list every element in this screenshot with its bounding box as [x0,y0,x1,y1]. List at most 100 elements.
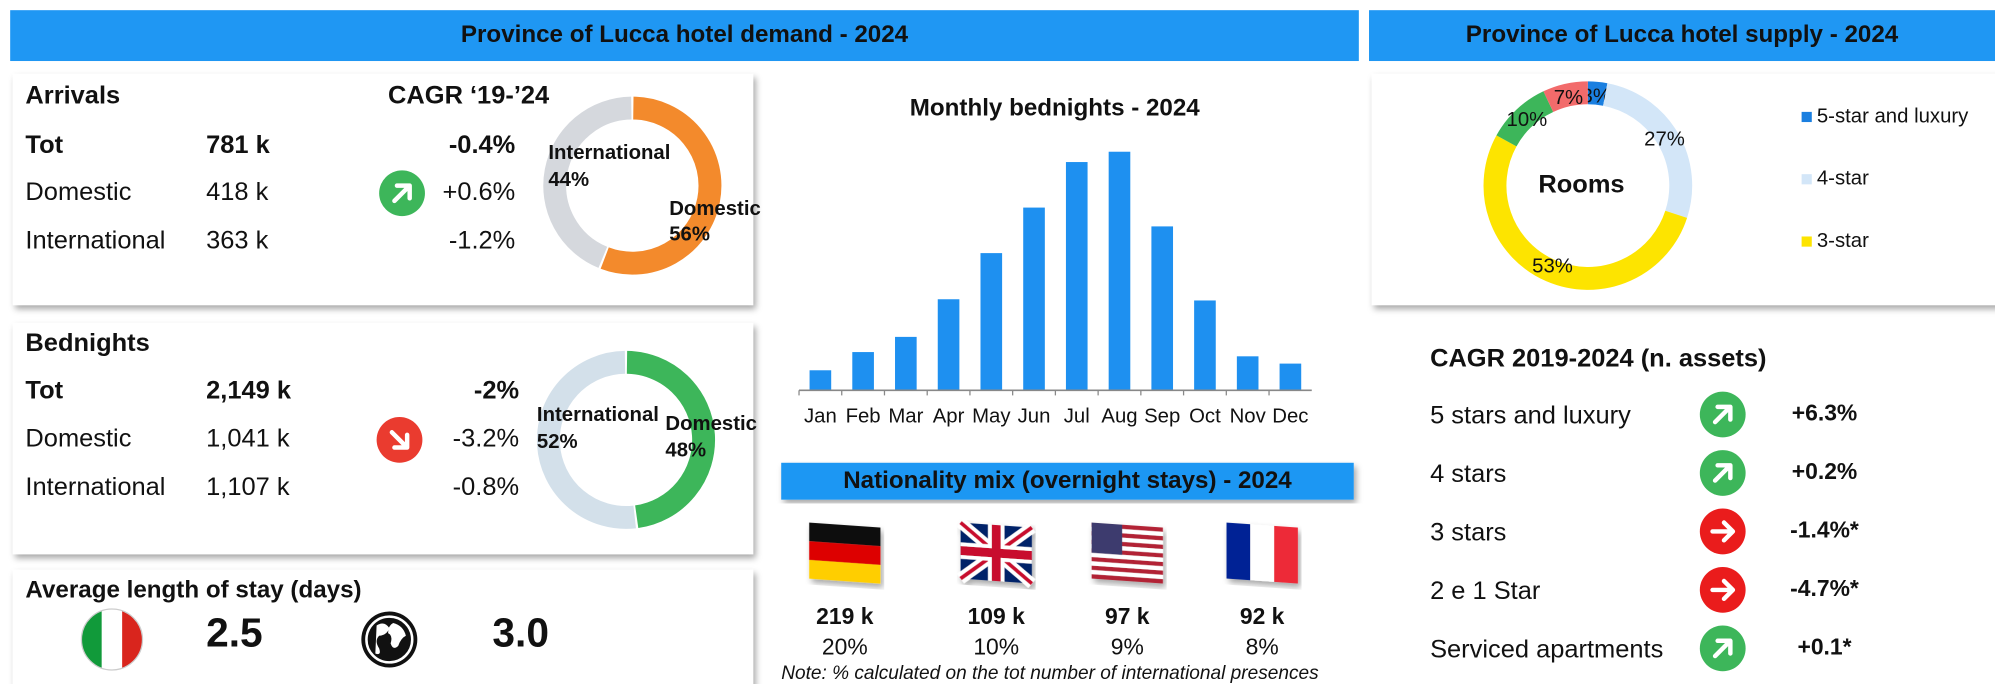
flag [957,518,1036,588]
bar [852,352,874,391]
donut-center-label: Rooms [1538,170,1624,198]
row-cagr: -0.4% [449,131,515,159]
row-label: Domestic [25,425,131,453]
x-tick-label: Jul [1064,405,1090,427]
nationality-value: 92 k [1240,603,1285,629]
row-cagr: +0.2% [1792,458,1858,484]
note: Note: % calculated on the tot number of … [781,663,1319,684]
bar [1194,300,1216,391]
flag-germany [809,522,881,547]
nationality-share: 8% [1246,633,1279,659]
row-label: Domestic [25,178,131,206]
row-cagr: -2% [474,376,519,404]
donut-value-label: 53% [1532,256,1573,278]
donut-label: Domestic [669,198,761,220]
row-value: 363 k [206,226,269,254]
donut-segment [1496,91,1554,147]
x-tick-label: Jun [1018,405,1051,427]
row-label: 3 stars [1430,519,1506,547]
donut-segment [536,350,636,529]
header-bar [1369,10,1995,62]
trend-arrow [392,183,412,204]
flag-france [1226,522,1251,581]
flag-usa [1091,557,1163,567]
flag [809,522,881,584]
donut-segment [1543,81,1589,113]
donut-value-label: 7% [1554,87,1583,109]
bar [1023,207,1045,391]
row-value: 1,107 k [206,473,290,501]
donut-segment [1483,135,1688,290]
donut-label: International [537,404,659,426]
bar [895,336,917,391]
nationality-value: 219 k [816,603,874,629]
x-tick-label: Nov [1230,405,1267,427]
legend-swatch [1801,174,1812,185]
row-value: 418 k [206,178,269,206]
donut-value-label: 10% [1507,109,1548,131]
bar [1236,356,1259,391]
x-tick-label: May [972,405,1011,427]
x-tick-label: Feb [846,405,881,427]
legend-label: 4-star [1817,168,1869,190]
row-label: Tot [25,376,63,404]
flag-italy-ring [80,608,144,671]
flag-usa [1091,552,1163,562]
row-cagr: +0.6% [442,178,515,206]
flag-italy [122,608,143,671]
flag-germany [809,559,881,584]
flag-usa [1091,561,1163,571]
panel-title: Bednights [25,329,149,357]
section-bar [781,462,1354,500]
row-cagr: -1.2% [449,226,515,254]
row-value: 781 k [206,131,271,159]
donut-value-label: 48% [665,440,706,462]
flag-uk [960,524,1032,582]
x-tick-label: Apr [933,405,965,427]
row-cagr: -3.2% [453,425,519,453]
panel-title: Average length of stay (days) [25,577,361,604]
chart-title: Monthly bednights - 2024 [910,95,1201,122]
donut-value-label: 56% [669,224,710,246]
panel-title: Arrivals [25,81,120,109]
trend-arrow [389,430,410,450]
x-tick-label: Aug [1101,405,1137,427]
flag-france [1274,525,1298,584]
donut-segment [1587,81,1608,106]
row-label: Tot [25,131,63,159]
section-title: Nationality mix (overnight stays) - 2024 [843,467,1292,494]
row-cagr: -0.8% [453,473,519,501]
alos-value: 3.0 [492,609,549,655]
donut-segment [543,96,632,268]
nationality-share: 20% [822,633,868,659]
globe-land [375,622,406,655]
row-cagr: +6.3% [1792,400,1858,426]
donut-value-label: 44% [548,169,589,191]
donut-segment [626,350,716,529]
section-title: CAGR 2019-2024 (n. assets) [1430,345,1766,373]
trend-arrow [1712,638,1733,659]
bar [937,299,960,391]
row-label: Serviced apartments [1430,636,1663,664]
x-tick-label: Mar [888,405,923,427]
bar [1108,151,1131,391]
legend-swatch [1801,111,1812,123]
x-tick-label: Jan [804,405,837,427]
x-tick-label: Sep [1144,405,1180,427]
bar [809,370,832,391]
bar [1065,162,1088,391]
trend-arrow [1712,404,1733,425]
flag-italy [81,608,102,671]
row-value: 1,041 k [206,425,290,453]
nationality-value: 109 k [968,603,1026,629]
flag-usa [1091,569,1163,580]
trend-arrow [1710,578,1736,602]
flag-usa [1091,522,1123,555]
row-label: 5 stars and luxury [1430,402,1631,430]
row-cagr: -4.7%* [1790,575,1859,601]
x-tick-label: Oct [1189,405,1221,427]
trend-arrow [1712,463,1733,483]
donut-value-label: 3% [1582,85,1611,107]
